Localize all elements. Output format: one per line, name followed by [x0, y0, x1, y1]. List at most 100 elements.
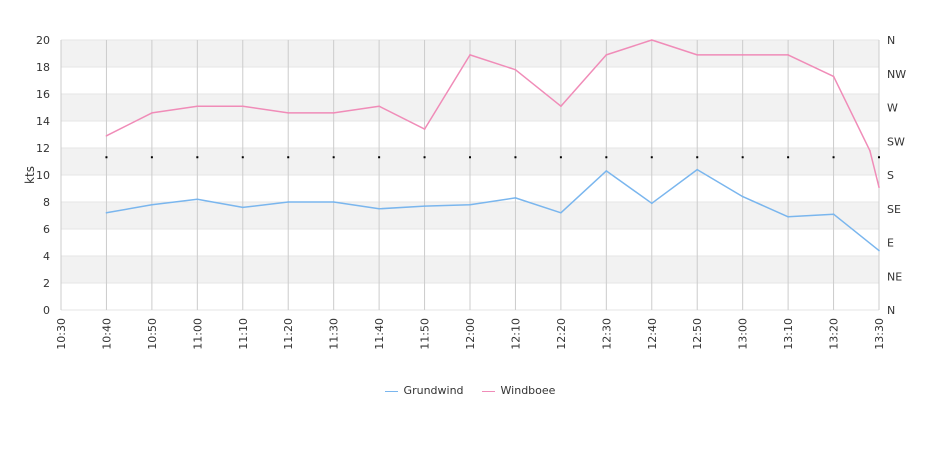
y-tick-label: 20: [36, 34, 50, 47]
x-tick-label: 11:20: [282, 318, 295, 350]
series-point-windboee: [423, 128, 426, 130]
series-point-grundwind: [469, 203, 471, 206]
x-tick-label: 12:00: [464, 318, 477, 350]
series-point-grundwind: [196, 198, 199, 201]
y-tick-label: 16: [36, 88, 50, 101]
legend-item-grundwind[interactable]: Grundwind: [384, 384, 464, 397]
direction-tick-label: SE: [887, 203, 901, 216]
y-tick-label: 4: [43, 250, 50, 263]
series-point-windboee: [869, 149, 871, 152]
y-tick-label: 10: [36, 169, 50, 182]
x-tick-label: 10:40: [100, 318, 113, 350]
direction-tick-label: NW: [887, 68, 906, 81]
x-tick-label: 11:40: [373, 318, 386, 350]
direction-marker: [287, 156, 290, 159]
series-point-grundwind: [832, 213, 835, 215]
x-tick-label: 11:00: [191, 318, 204, 350]
legend-item-windboee[interactable]: Windboee: [481, 384, 556, 397]
direction-marker: [241, 156, 244, 159]
y-tick-label: 14: [36, 115, 50, 128]
y-tick-label: 2: [43, 277, 50, 290]
series-point-grundwind: [741, 195, 744, 198]
x-tick-label: 12:30: [600, 318, 613, 350]
series-line-grundwind: [106, 168, 880, 252]
series-point-grundwind: [787, 216, 789, 218]
series-point-windboee: [787, 54, 789, 56]
series-point-windboee: [560, 105, 562, 107]
series-point-grundwind: [696, 168, 699, 171]
series-point-windboee: [514, 68, 517, 71]
series-point-windboee: [196, 105, 199, 107]
direction-marker: [741, 156, 744, 159]
series-point-grundwind: [332, 201, 335, 203]
direction-tick-label: SW: [887, 135, 905, 148]
series-point-grundwind: [605, 170, 608, 172]
direction-marker: [150, 156, 153, 159]
y-axis-title: kts: [23, 166, 37, 184]
series-point-windboee: [287, 112, 290, 114]
series-point-grundwind: [241, 206, 244, 209]
series-point-windboee: [605, 54, 608, 56]
direction-marker: [787, 156, 790, 159]
direction-marker: [332, 156, 335, 159]
series-point-grundwind: [423, 205, 426, 207]
y-tick-label: 18: [36, 61, 50, 74]
direction-tick-label: N: [887, 304, 895, 317]
direction-marker: [878, 156, 880, 159]
x-tick-label: 10:50: [146, 318, 159, 350]
y-tick-label: 6: [43, 223, 50, 236]
direction-marker: [105, 156, 108, 159]
series-point-windboee: [105, 135, 108, 137]
legend-label-windboee: Windboee: [500, 384, 556, 397]
legend: Grundwind Windboee: [0, 384, 940, 397]
x-tick-label: 12:10: [509, 318, 522, 350]
x-tick-label: 13:30: [873, 318, 886, 350]
x-tick-label: 12:50: [691, 318, 704, 350]
series-point-windboee: [878, 186, 880, 188]
series-point-windboee: [741, 54, 744, 56]
series-point-windboee: [241, 105, 244, 107]
direction-marker: [514, 156, 517, 159]
series-point-grundwind: [105, 212, 108, 214]
x-tick-label: 12:40: [646, 318, 659, 350]
series-point-windboee: [832, 75, 835, 78]
x-tick-label: 10:30: [55, 318, 68, 350]
x-tick-label: 11:50: [419, 318, 432, 350]
series-point-grundwind: [878, 249, 880, 252]
series-point-windboee: [696, 54, 699, 56]
legend-swatch-grundwind: [384, 391, 398, 392]
direction-marker: [605, 156, 608, 159]
direction-marker: [196, 156, 199, 159]
direction-marker: [559, 156, 562, 159]
x-tick-label: 11:30: [328, 318, 341, 350]
direction-tick-label: E: [887, 237, 894, 250]
series-point-windboee: [469, 54, 471, 56]
series-point-grundwind: [560, 212, 562, 214]
series-point-grundwind: [287, 201, 290, 203]
series-point-windboee: [332, 112, 335, 114]
series-point-grundwind: [650, 202, 653, 205]
direction-marker: [696, 156, 699, 159]
legend-swatch-windboee: [481, 391, 495, 392]
direction-tick-label: S: [887, 169, 894, 182]
x-tick-label: 11:10: [237, 318, 250, 350]
direction-tick-label: N: [887, 34, 895, 47]
x-tick-label: 13:00: [737, 318, 750, 350]
x-tick-label: 13:20: [828, 318, 841, 350]
legend-label-grundwind: Grundwind: [403, 384, 464, 397]
direction-marker: [378, 156, 381, 159]
x-tick-label: 13:10: [782, 318, 795, 350]
direction-marker: [423, 156, 426, 159]
x-tick-label: 12:20: [555, 318, 568, 350]
series-point-windboee: [650, 39, 653, 41]
direction-marker: [469, 156, 471, 159]
series-point-grundwind: [514, 197, 517, 199]
y-tick-label: 0: [43, 304, 50, 317]
direction-marker: [832, 156, 835, 159]
series-point-grundwind: [151, 203, 153, 206]
series-point-grundwind: [378, 207, 380, 210]
y-tick-label: 8: [43, 196, 50, 209]
y-tick-label: 12: [36, 142, 50, 155]
series-point-windboee: [378, 105, 380, 107]
